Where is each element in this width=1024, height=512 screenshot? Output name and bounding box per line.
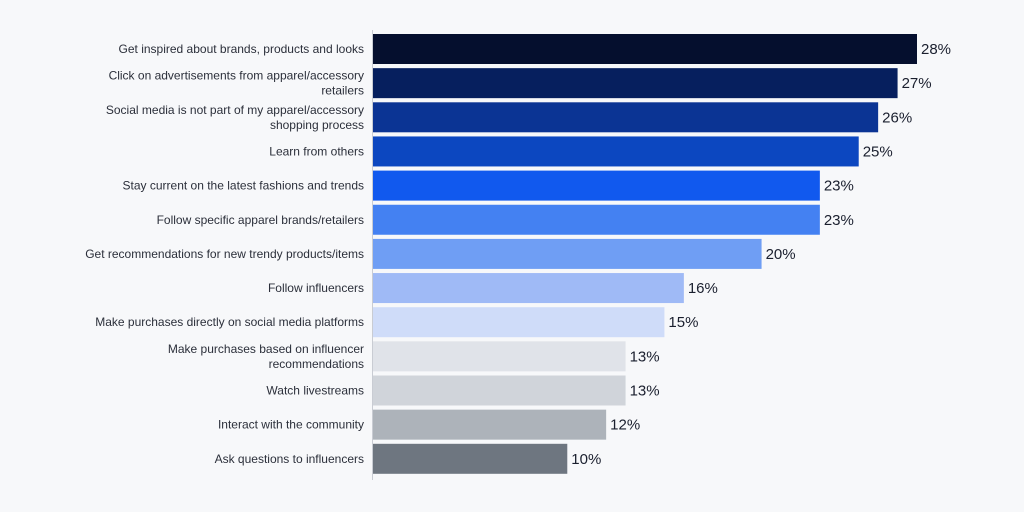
- bar-value-label: 13%: [630, 383, 660, 400]
- category-label-line: Follow specific apparel brands/retailers: [157, 213, 364, 227]
- category-label-line: Learn from others: [269, 144, 364, 158]
- category-label: Make purchases based on influencer recomm…: [168, 342, 364, 371]
- bar-value-label: 23%: [824, 212, 854, 229]
- category-label: Interact with the community: [218, 418, 364, 432]
- clipped-title: [0, 0, 1024, 4]
- category-label-line: Ask questions to influencers: [215, 452, 364, 466]
- bar-value-label: 23%: [824, 178, 854, 195]
- category-label-line: shopping process: [270, 118, 364, 132]
- category-label-line: Interact with the community: [218, 418, 364, 432]
- category-label-line: retailers: [321, 84, 364, 98]
- bar-value-label: 25%: [863, 143, 893, 160]
- bar-value-label: 13%: [630, 348, 660, 365]
- bar: [373, 273, 684, 304]
- category-label-line: Make purchases based on influencer: [168, 342, 364, 356]
- category-label: Follow influencers: [268, 281, 364, 295]
- bar: [373, 341, 626, 372]
- category-label: Watch livestreams: [266, 384, 364, 398]
- bar: [373, 443, 568, 474]
- value-labels-group: 28% 27% 26% 25% 23% 23% 20% 16% 15% 13% 13% 12% 10%: [571, 41, 951, 468]
- category-label: Ask questions to influencers: [215, 452, 364, 466]
- category-label-line: Stay current on the latest fashions and …: [123, 179, 364, 193]
- category-label-line: Click on advertisements from apparel/acc…: [109, 69, 364, 83]
- bar: [373, 409, 607, 440]
- bar: [373, 136, 859, 167]
- category-labels-group: Get inspired about brands, products and …: [85, 42, 364, 466]
- bar-value-label: 27%: [902, 75, 932, 92]
- category-label-line: recommendations: [269, 357, 364, 371]
- category-label-line: Follow influencers: [268, 281, 364, 295]
- bar-value-label: 12%: [610, 417, 640, 434]
- bar: [373, 102, 879, 133]
- category-label: Social media is not part of my apparel/a…: [106, 103, 364, 132]
- bar-value-label: 28%: [921, 41, 951, 58]
- category-label-line: Get inspired about brands, products and …: [119, 42, 364, 56]
- category-label: Make purchases directly on social media …: [95, 315, 364, 329]
- category-label-line: Watch livestreams: [266, 384, 364, 398]
- category-label: Get recommendations for new trendy produ…: [85, 247, 364, 261]
- bar: [373, 238, 762, 269]
- bar: [373, 204, 820, 235]
- bar-value-label: 26%: [882, 109, 912, 126]
- bars-group: [373, 34, 917, 474]
- category-label: Follow specific apparel brands/retailers: [157, 213, 364, 227]
- bar-value-label: 15%: [668, 314, 698, 331]
- bar-value-label: 20%: [766, 246, 796, 263]
- category-label-line: Make purchases directly on social media …: [95, 315, 364, 329]
- category-label: Get inspired about brands, products and …: [119, 42, 364, 56]
- bar: [373, 170, 820, 201]
- category-label-line: Social media is not part of my apparel/a…: [106, 103, 364, 117]
- category-label-line: Get recommendations for new trendy produ…: [85, 247, 364, 261]
- bar: [373, 307, 665, 338]
- category-label: Learn from others: [269, 144, 364, 158]
- category-label: Click on advertisements from apparel/acc…: [109, 69, 364, 98]
- bar: [373, 375, 626, 406]
- bar-value-label: 16%: [688, 280, 718, 297]
- bar-value-label: 10%: [571, 451, 601, 468]
- bar: [373, 34, 917, 64]
- bar: [373, 68, 898, 99]
- category-label: Stay current on the latest fashions and …: [123, 179, 364, 193]
